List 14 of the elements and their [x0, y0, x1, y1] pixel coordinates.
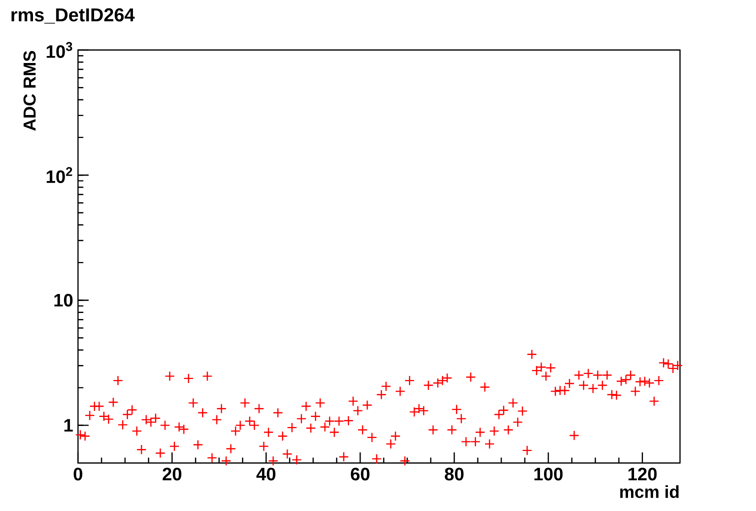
- chart-title: rms_DetID264: [12, 8, 135, 24]
- x-tick-label: 40: [256, 468, 276, 480]
- x-tick-label: 80: [444, 468, 464, 480]
- x-tick-label: 120: [628, 468, 657, 480]
- x-tick-label: 0: [74, 468, 82, 480]
- x-tick-label: 20: [162, 468, 182, 480]
- y-tick-label: 1: [64, 419, 73, 432]
- y-tick-label: 10: [54, 294, 73, 307]
- x-tick-label: 100: [534, 468, 563, 480]
- x-axis-title: mcm id: [620, 485, 679, 498]
- y-axis-title: ADC RMS: [23, 50, 36, 131]
- x-tick-label: 60: [350, 468, 370, 480]
- y-tick-label: 10$^{2}$: [46, 167, 72, 184]
- y-tick-label: 10$^{3}$: [46, 42, 72, 58]
